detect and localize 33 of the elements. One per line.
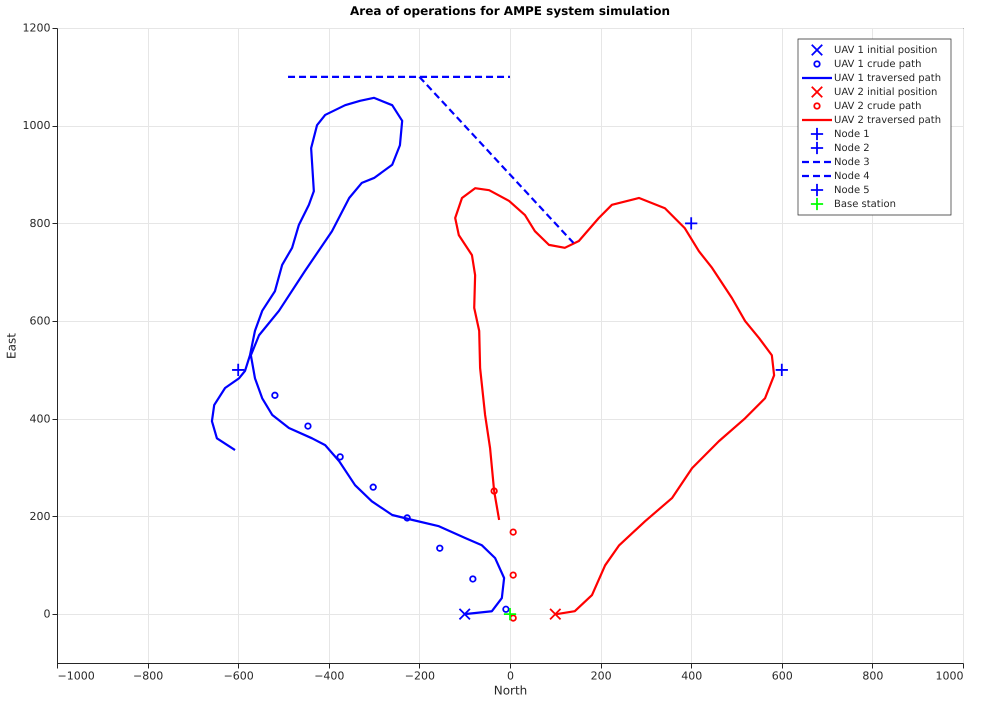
chart-title: Area of operations for AMPE system simulation [350,4,670,18]
legend-label: UAV 2 crude path [834,101,922,112]
legend-label: Node 4 [834,171,870,182]
x-tick-label: 1000 [936,670,964,682]
y-tick-label: 200 [30,510,50,523]
legend-label: UAV 1 crude path [834,59,922,70]
x-tick-label: 600 [772,670,793,682]
x-tick-label: −800 [132,670,164,682]
x-tick-label: −400 [314,670,344,682]
legend-label: UAV 1 initial position [834,45,938,56]
legend-label: UAV 2 traversed path [834,115,942,126]
legend-label: Node 3 [834,157,870,168]
legend-label: Node 1 [834,129,870,140]
x-tick-label: 400 [681,670,702,682]
legend-label: UAV 2 initial position [834,87,938,98]
legend-label: Base station [834,199,896,210]
legend-label: UAV 1 traversed path [834,73,942,84]
x-tick-label: −200 [404,670,436,682]
y-tick-label: 400 [30,412,50,426]
legend-label: Node 5 [834,185,870,196]
x-axis-title: North [494,684,528,698]
y-tick-label: 800 [30,216,50,230]
x-tick-label: −600 [224,670,254,682]
legend-label: Node 2 [834,143,870,154]
x-tick-label: 0 [507,670,514,682]
y-tick-label: 1000 [22,119,50,132]
y-axis-title: East [4,332,19,359]
x-tick-label: 200 [590,670,612,682]
x-tick-label: −1000 [58,670,95,682]
y-tick-label: 600 [30,314,50,328]
x-tick-label: 800 [862,670,884,682]
y-tick-label: 0 [44,608,50,621]
y-tick-label: 1200 [22,22,50,34]
